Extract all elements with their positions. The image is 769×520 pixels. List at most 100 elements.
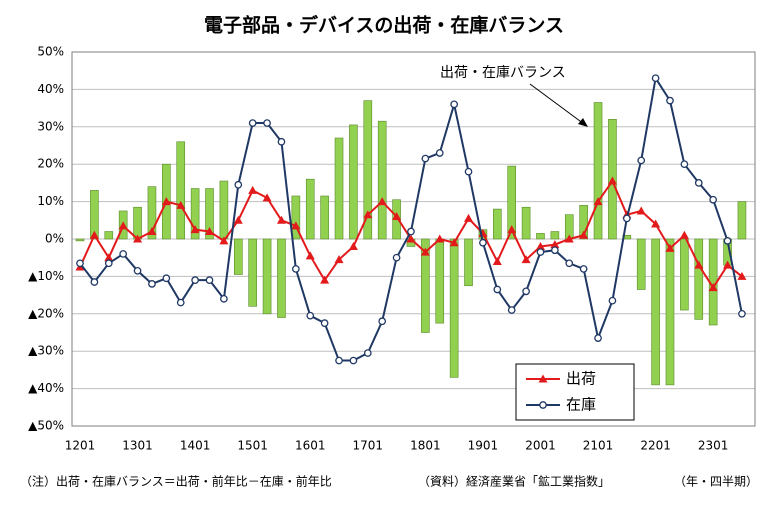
marker [550, 240, 560, 249]
marker [421, 154, 430, 163]
marker [262, 193, 272, 202]
marker [536, 248, 545, 256]
bar [449, 238, 459, 378]
y-tick-label: 50% [37, 45, 64, 59]
annotation: 出荷・在庫バランス [440, 64, 566, 81]
marker [636, 206, 646, 215]
marker [594, 334, 602, 342]
marker [694, 260, 704, 269]
x-unit: （年・四半期） [674, 475, 758, 489]
marker [276, 215, 286, 224]
y-tick-label: ▲40% [28, 381, 64, 395]
y-tick-label: 10% [37, 194, 64, 208]
marker [363, 210, 373, 219]
bar [507, 165, 517, 240]
y-tick-label: 40% [37, 82, 64, 96]
y-tick-label: 20% [37, 157, 64, 171]
marker [694, 179, 703, 187]
annotation-arrow [529, 83, 585, 125]
note: （注）出荷・在庫バランス＝出荷・前年比－在庫・前年比 [20, 474, 332, 489]
source: （資料）経済産業省「鉱工業指数」 [418, 474, 610, 489]
marker [551, 246, 559, 255]
bar [579, 205, 588, 240]
bar [190, 188, 200, 240]
marker [320, 319, 329, 327]
marker [291, 221, 301, 230]
marker [522, 287, 530, 296]
marker [104, 253, 114, 262]
bar [233, 238, 243, 275]
bar [636, 238, 646, 290]
bar [421, 238, 430, 333]
legend-label: 出荷 [566, 370, 596, 388]
marker [651, 74, 660, 83]
x-tick-label: 1701 [353, 439, 384, 453]
bar [75, 238, 85, 242]
bar [248, 238, 257, 307]
marker [191, 276, 199, 284]
marker [305, 251, 315, 260]
marker [666, 96, 674, 105]
marker [291, 265, 300, 273]
marker [162, 274, 171, 283]
marker [679, 230, 689, 239]
bar [205, 188, 214, 240]
bar [694, 238, 704, 320]
marker [651, 219, 661, 228]
marker [737, 271, 747, 280]
marker [407, 227, 415, 236]
marker [378, 317, 387, 326]
marker [406, 234, 416, 243]
bar [133, 206, 142, 240]
x-tick-label: 1901 [468, 439, 499, 453]
bar [334, 137, 344, 240]
marker [190, 225, 200, 234]
marker [234, 180, 243, 189]
bar [262, 238, 272, 315]
x-tick-label: 1601 [295, 439, 326, 453]
bar [90, 190, 99, 240]
marker [450, 100, 458, 109]
marker [348, 241, 358, 250]
plot-border [71, 51, 756, 427]
marker [118, 221, 128, 230]
marker [277, 137, 286, 146]
marker [435, 234, 445, 243]
marker [564, 234, 574, 243]
marker [90, 278, 99, 286]
marker [147, 227, 157, 236]
marker [493, 285, 502, 294]
marker [248, 185, 258, 194]
marker [622, 214, 631, 223]
marker [464, 167, 473, 176]
marker [449, 238, 459, 247]
marker [133, 234, 143, 243]
x-tick-label: 2301 [698, 439, 729, 453]
marker [521, 255, 531, 264]
marker [607, 176, 617, 185]
y-tick-label: 0% [45, 232, 64, 246]
bar [536, 233, 545, 240]
marker [176, 200, 186, 209]
marker [709, 195, 718, 204]
legend-box [515, 363, 635, 421]
y-tick-label: ▲10% [28, 269, 64, 283]
marker [176, 298, 185, 307]
marker [334, 255, 344, 264]
marker [119, 250, 128, 258]
legend-label: 在庫 [566, 396, 596, 414]
bar [291, 195, 301, 240]
bar [219, 180, 229, 240]
marker [593, 197, 603, 206]
marker [608, 296, 617, 305]
marker [579, 230, 589, 239]
x-tick-label: 2201 [640, 439, 671, 453]
arrow-head [578, 118, 588, 127]
marker [708, 283, 718, 292]
x-tick-label: 1501 [237, 439, 268, 453]
bar [363, 100, 373, 240]
marker [420, 247, 430, 256]
marker [248, 119, 257, 127]
marker [538, 374, 548, 383]
